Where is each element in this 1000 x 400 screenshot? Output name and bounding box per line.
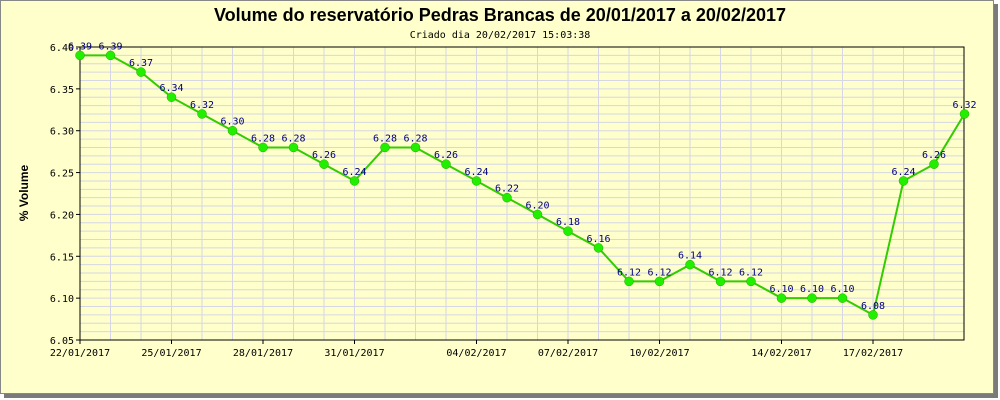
data-label: 6.08 bbox=[861, 301, 885, 312]
y-tick-label: 6.05 bbox=[50, 336, 74, 347]
data-point bbox=[136, 67, 146, 77]
data-label: 6.10 bbox=[800, 284, 824, 295]
data-point bbox=[75, 50, 85, 61]
data-label: 6.39 bbox=[98, 41, 122, 52]
data-label: 6.10 bbox=[830, 284, 854, 295]
data-label: 6.12 bbox=[708, 267, 732, 278]
y-tick-label: 6.10 bbox=[50, 294, 74, 305]
x-tick-label: 14/02/2017 bbox=[751, 348, 811, 359]
x-tick-label: 28/01/2017 bbox=[233, 348, 293, 359]
grid bbox=[79, 46, 964, 341]
data-label: 6.12 bbox=[647, 267, 671, 278]
chart-frame bbox=[0, 0, 994, 394]
data-point bbox=[288, 142, 299, 153]
data-label: 6.10 bbox=[769, 284, 793, 295]
data-point bbox=[715, 276, 726, 287]
y-tick-label: 6.15 bbox=[50, 252, 74, 263]
data-label: 6.28 bbox=[373, 133, 397, 144]
x-tick-label: 25/01/2017 bbox=[141, 348, 201, 359]
data-point bbox=[837, 293, 848, 303]
data-label: 6.12 bbox=[739, 267, 763, 278]
y-axis: 6.40 6.35 6.30 6.25 6.20 6.15 6.10 6.05 bbox=[50, 43, 80, 347]
data-label: 6.20 bbox=[525, 200, 549, 211]
data-label: 6.26 bbox=[434, 150, 458, 161]
data-label: 6.24 bbox=[342, 167, 366, 178]
y-tick-label: 6.35 bbox=[50, 85, 74, 96]
x-tick-label: 10/02/2017 bbox=[629, 348, 689, 359]
data-point bbox=[563, 226, 573, 236]
x-tick-label: 07/02/2017 bbox=[538, 348, 598, 359]
y-tick-label: 6.40 bbox=[50, 43, 74, 54]
data-point bbox=[502, 192, 512, 203]
data-label: 6.39 bbox=[68, 41, 92, 52]
data-point bbox=[197, 109, 207, 119]
data-label: 6.24 bbox=[891, 167, 915, 178]
data-point bbox=[898, 176, 909, 186]
data-point bbox=[258, 142, 268, 153]
data-label: 6.28 bbox=[251, 133, 275, 144]
data-point bbox=[380, 142, 390, 153]
data-label: 6.24 bbox=[464, 167, 488, 178]
data-label: 6.18 bbox=[556, 217, 580, 228]
data-point bbox=[532, 209, 543, 220]
data-point bbox=[624, 276, 634, 287]
data-point bbox=[685, 259, 695, 270]
data-point bbox=[868, 310, 878, 320]
data-point bbox=[441, 159, 451, 169]
data-label: 6.16 bbox=[586, 234, 610, 245]
data-point bbox=[929, 159, 939, 169]
data-label: 6.14 bbox=[678, 251, 702, 262]
data-label: 6.28 bbox=[281, 133, 305, 144]
data-point bbox=[227, 125, 238, 136]
y-tick-label: 6.20 bbox=[50, 210, 74, 221]
data-point bbox=[807, 293, 817, 303]
plot-area-border bbox=[79, 46, 965, 341]
data-label: 6.34 bbox=[159, 83, 183, 94]
data-point bbox=[776, 293, 787, 303]
data-point bbox=[319, 159, 329, 169]
series-line bbox=[80, 54, 966, 317]
data-label: 6.37 bbox=[129, 58, 153, 69]
data-point bbox=[471, 176, 482, 186]
data-label: 6.30 bbox=[220, 117, 244, 128]
data-label: 6.22 bbox=[495, 184, 519, 195]
data-label: 6.32 bbox=[952, 100, 976, 111]
x-axis: 22/01/2017 25/01/2017 28/01/2017 31/01/2017… bbox=[50, 340, 903, 359]
data-point bbox=[746, 276, 756, 287]
x-tick-label: 17/02/2017 bbox=[843, 348, 903, 359]
y-axis-label: % Volume bbox=[17, 164, 31, 221]
y-tick-label: 6.30 bbox=[50, 127, 74, 138]
data-point bbox=[654, 276, 665, 287]
data-point bbox=[105, 50, 116, 61]
data-label: 6.12 bbox=[617, 267, 641, 278]
data-label: 6.32 bbox=[190, 100, 214, 111]
x-tick-label: 04/02/2017 bbox=[446, 348, 506, 359]
data-label: 6.26 bbox=[922, 150, 946, 161]
data-point bbox=[349, 176, 360, 186]
data-point bbox=[166, 92, 177, 102]
data-label: 6.26 bbox=[312, 150, 336, 161]
data-label: 6.28 bbox=[403, 133, 427, 144]
x-tick-label: 22/01/2017 bbox=[50, 348, 110, 359]
y-tick-label: 6.25 bbox=[50, 169, 74, 180]
chart-subtitle: Criado dia 20/02/2017 15:03:38 bbox=[410, 30, 591, 41]
x-tick-label: 31/01/2017 bbox=[324, 348, 384, 359]
data-point bbox=[959, 109, 970, 119]
data-point bbox=[410, 142, 421, 153]
data-point bbox=[593, 243, 604, 253]
chart-title: Volume do reservatório Pedras Brancas de… bbox=[214, 5, 786, 25]
series-volume: 6.39 6.39 6.37 6.34 6.32 6.30 6.28 6.28 6.26 6.24… bbox=[68, 41, 977, 320]
